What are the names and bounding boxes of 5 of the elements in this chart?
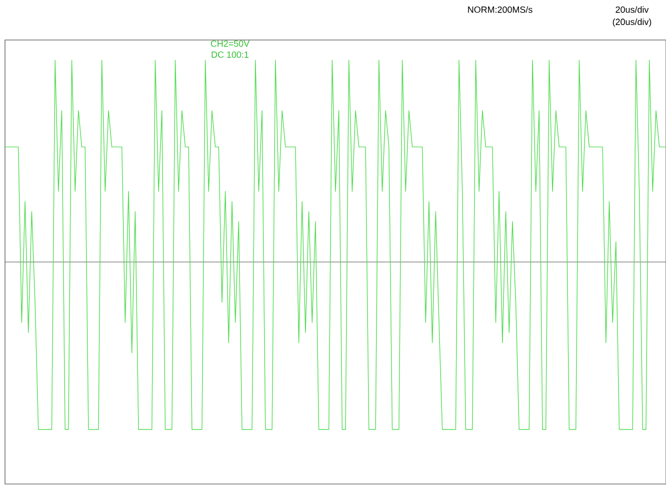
text: 20us/div (616, 6, 649, 13)
text: (20us/div) (612, 18, 652, 27)
text: CH2=50V (210, 40, 250, 47)
text: NORM:200MS/s (468, 6, 532, 13)
text: DC 100:1 (212, 51, 248, 58)
